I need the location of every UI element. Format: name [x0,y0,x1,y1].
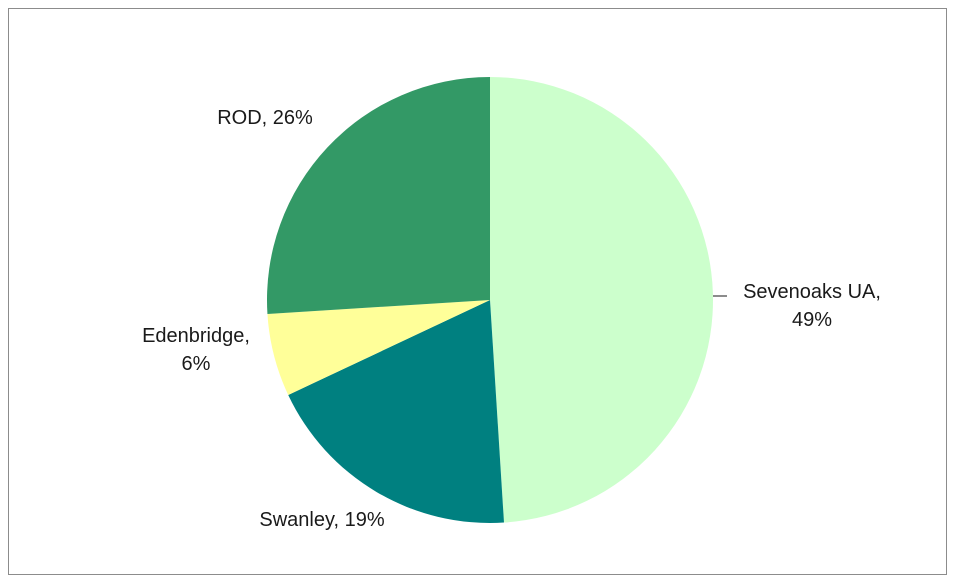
slice-label-line: ROD, 26% [217,107,313,129]
slice-label-line: Swanley, 19% [259,509,384,531]
pie-slice-swanley [288,300,504,524]
pie-slice-edenbridge [267,300,490,395]
pie-slice-sevenoaks-ua [490,77,713,523]
slice-label-rod: ROD, 26% [217,107,313,129]
slice-label-sevenoaks-ua: Sevenoaks UA, 49% [743,281,881,331]
slice-label-edenbridge: Edenbridge, 6% [142,325,250,375]
pie-slice-rod [267,77,490,314]
slice-labels: Sevenoaks UA, 49% Swanley, 19% Edenbridge, 6… [142,107,881,531]
slice-label-line: Sevenoaks UA, [743,281,881,303]
slice-label-line: 49% [792,309,832,331]
slice-label-line: Edenbridge, [142,325,250,347]
pie-slices [267,77,713,524]
slice-label-line: 6% [182,353,211,375]
slice-label-swanley: Swanley, 19% [259,509,384,531]
